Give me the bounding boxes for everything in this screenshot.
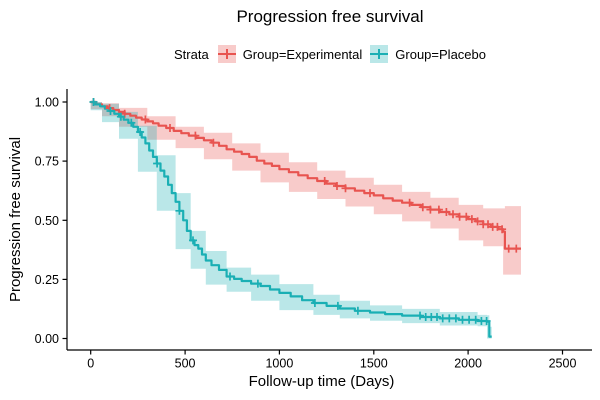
x-tick-label: 2000 bbox=[454, 357, 482, 371]
legend-title: Strata bbox=[174, 46, 209, 62]
y-tick-label: 0.25 bbox=[35, 273, 59, 287]
x-tick-label: 1000 bbox=[265, 357, 293, 371]
censor-marks-1 bbox=[89, 98, 491, 325]
legend-entry-placebo-label: Group=Placebo bbox=[395, 46, 486, 62]
y-tick-label: 0.50 bbox=[35, 214, 59, 228]
x-tick-label: 1500 bbox=[360, 357, 388, 371]
legend-entry-experimental: Group=Experimental bbox=[217, 45, 363, 63]
x-tick-label: 2500 bbox=[549, 357, 577, 371]
legend-entry-experimental-label: Group=Experimental bbox=[242, 46, 363, 62]
x-tick-label: 500 bbox=[175, 357, 196, 371]
y-axis-title: Progression free survival bbox=[7, 137, 24, 302]
y-tick-label: 1.00 bbox=[35, 96, 59, 110]
x-tick-label: 0 bbox=[87, 357, 94, 371]
survival-curve-1 bbox=[90, 100, 492, 338]
legend: Strata Group=Experimental Group=Placebo bbox=[60, 44, 600, 64]
legend-entry-placebo: Group=Placebo bbox=[370, 45, 486, 63]
y-tick-label: 0.75 bbox=[35, 155, 59, 169]
censor-plus-key-experimental-icon bbox=[217, 45, 236, 63]
y-tick-label: 0.00 bbox=[35, 332, 59, 346]
plot-title: Progression free survival bbox=[236, 7, 424, 26]
ci-band-0 bbox=[90, 102, 521, 275]
censor-plus-key-placebo-icon bbox=[370, 45, 389, 63]
x-axis-title: Follow-up time (Days) bbox=[249, 373, 395, 390]
